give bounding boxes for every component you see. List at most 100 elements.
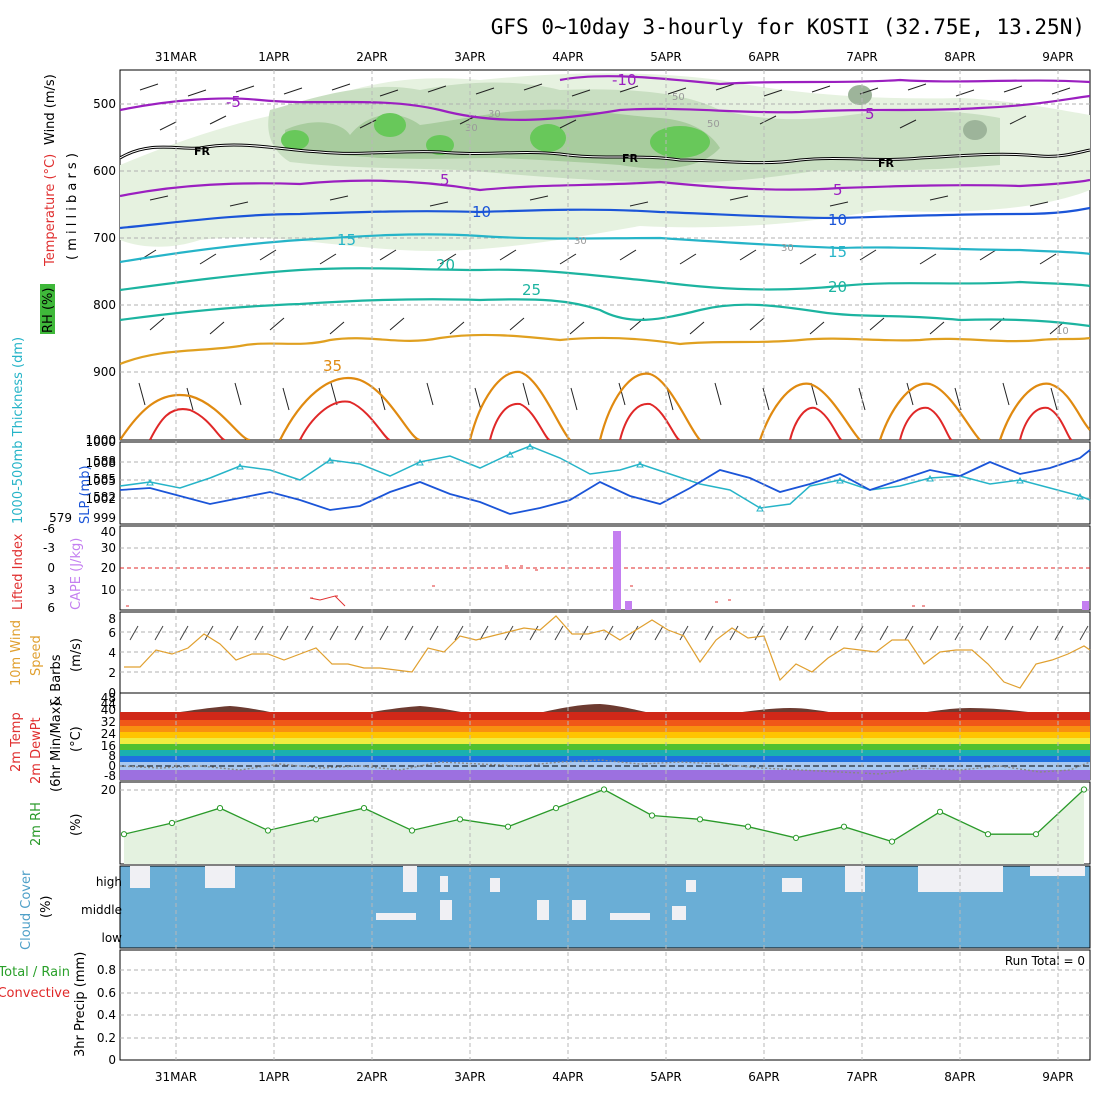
temp-band-16 — [120, 750, 1090, 756]
top-date-6apr: 6APR — [748, 50, 779, 64]
cape-tick-20: 20 — [101, 561, 116, 575]
rh-area-90pct-e — [426, 135, 454, 155]
slp-yaxis-left: 588 585 582 579 — [49, 454, 116, 525]
li-tick-minus3: -3 — [43, 541, 55, 555]
ylabel-slp: SLP (mb) — [78, 465, 93, 524]
label-5c: 5 — [833, 181, 843, 199]
rh2m-point-3 — [264, 827, 272, 834]
isotherm-20 — [120, 267, 1090, 292]
label-15b: 15 — [828, 243, 847, 261]
rh2m-point-16 — [888, 838, 896, 845]
bottom-date-axis: 31MAR 1APR 2APR 3APR 4APR 5APR 6APR 7APR… — [155, 1070, 1074, 1084]
ylabel-wind10m-d: (m/s) — [69, 638, 84, 672]
rh-label-f: 30 — [465, 123, 478, 134]
rh2m-point-8 — [504, 823, 512, 830]
temp-band-36 — [120, 720, 1090, 726]
ylabel-units: ( m i l l i b a r s ) — [65, 153, 80, 260]
dewpoint-line — [119, 759, 1091, 775]
rh2m-panel: 20 2m RH (%) — [29, 781, 1091, 865]
temp-band-28 — [120, 732, 1090, 738]
cloud-level-middle: middle — [81, 903, 122, 917]
slp-yaxis-right: 1000 1008 1005 1002 999 — [85, 435, 116, 525]
bottom-date-2apr: 2APR — [356, 1070, 387, 1084]
precip-tick-0: 0 — [108, 1053, 116, 1067]
slp-tick-1008: 1008 — [85, 456, 116, 470]
cape-bar-9apr — [1082, 601, 1089, 610]
temp-tick-minus8: -8 — [104, 769, 116, 783]
thickness-tick-588: 588 — [93, 454, 116, 468]
top-date-3apr: 3APR — [454, 50, 485, 64]
bottom-date-8apr: 8APR — [944, 1070, 975, 1084]
temp-band-40 — [120, 712, 1090, 720]
rh2m-point-6 — [408, 827, 416, 834]
temperature-color-bands — [120, 704, 1090, 780]
ylabel-temp-b: 2m DewPt — [29, 717, 44, 784]
rh-label-b: 30 — [574, 236, 587, 247]
temp-band-0 — [120, 762, 1090, 770]
ylabel-temperature: Temperature (°C) — [43, 154, 58, 267]
cloud-gap-set-h — [845, 866, 865, 892]
fr-label-c: FR — [878, 157, 895, 170]
temp-tick-8: 8 — [108, 749, 116, 763]
rh2m-point-20 — [1080, 786, 1088, 793]
slp-tick-999: 999 — [93, 511, 116, 525]
bottom-date-7apr: 7APR — [846, 1070, 877, 1084]
isotherm-10 — [120, 206, 1090, 230]
rh2m-point-17 — [936, 808, 944, 815]
bottom-date-3apr: 3APR — [454, 1070, 485, 1084]
cloud-gap-set-g — [782, 878, 802, 892]
cloud-gap-set-c — [403, 866, 417, 892]
li-tick-minus6: -6 — [43, 522, 55, 536]
rh2m-point-15 — [840, 823, 848, 830]
wind10m-barb-set — [129, 625, 1089, 641]
rh-shading — [120, 73, 1090, 251]
cloud-gap-set-b — [205, 866, 235, 888]
cloud-level-high: high — [96, 875, 122, 889]
cloud-cover-panel: high middle low Cloud Cover (%) — [19, 865, 1091, 950]
rh2m-point-13 — [744, 823, 752, 830]
cloud-gap-set-k — [440, 900, 452, 920]
rh-area-dry-a — [848, 85, 872, 105]
precip-yaxis: 0.8 0.6 0.4 0.2 0 — [97, 963, 116, 1067]
ylabel-cape: CAPE (J/kg) — [69, 538, 84, 610]
lifted-index-line — [309, 595, 346, 607]
label-minus5: -5 — [226, 93, 241, 111]
cloud-gap-set-p — [672, 906, 686, 920]
rh-area-90pct-b — [650, 126, 710, 158]
ylabel-wind10m-c: & Barbs — [49, 654, 64, 706]
li-tick-6: 6 — [47, 601, 55, 615]
rh2m-point-14 — [792, 834, 800, 842]
temp-band-20 — [120, 744, 1090, 750]
ylabel-rh2m-b: (%) — [69, 814, 84, 837]
ylabel-rh: RH (%) — [41, 288, 56, 333]
label-10a: 10 — [472, 203, 491, 221]
slp-tick-1000: 1000 — [85, 435, 116, 449]
wind-tick-4: 4 — [108, 646, 116, 660]
rh-area-dry-b — [963, 120, 987, 140]
rh2m-point-4 — [312, 816, 320, 823]
isotherm-35 — [120, 370, 1090, 440]
rh2m-point-7 — [456, 816, 464, 823]
upper-air-panel: -10 -5 5 5 5 5 10 10 15 15 20 20 25 35 3… — [40, 69, 1091, 447]
rh2m-points — [120, 786, 1088, 845]
bottom-date-6apr: 6APR — [748, 1070, 779, 1084]
temp2m-panel: 48 44 40 32 24 16 8 0 -8 2m Temp 2m DewP… — [9, 691, 1091, 792]
rh2m-point-2 — [216, 805, 224, 812]
temp-tick-48: 48 — [101, 691, 116, 705]
rh2m-tick-20: 20 — [101, 783, 116, 797]
run-total: Run Total = 0 — [1005, 954, 1085, 968]
ylabel-temp-d: (°C) — [69, 726, 84, 752]
instability-panel: -6 -3 0 3 6 40 30 20 10 Lifted Index CAP… — [11, 522, 1091, 615]
isotherm-40 — [149, 400, 1073, 440]
upper-air-yaxis: 500 600 700 800 900 1000 — [85, 97, 116, 447]
slp-tick-1005: 1005 — [85, 474, 116, 488]
label-15a: 15 — [337, 231, 356, 249]
rh2m-point-9 — [552, 805, 560, 812]
temp-tick-16: 16 — [101, 739, 116, 753]
cape-bar-4apr — [613, 531, 621, 610]
rh-label-d: 50 — [707, 119, 720, 130]
top-date-1apr: 1APR — [258, 50, 289, 64]
isotherm-25 — [120, 298, 1090, 328]
wind10m-speed-line — [124, 615, 1091, 689]
wind10m-barbs — [129, 625, 1089, 641]
